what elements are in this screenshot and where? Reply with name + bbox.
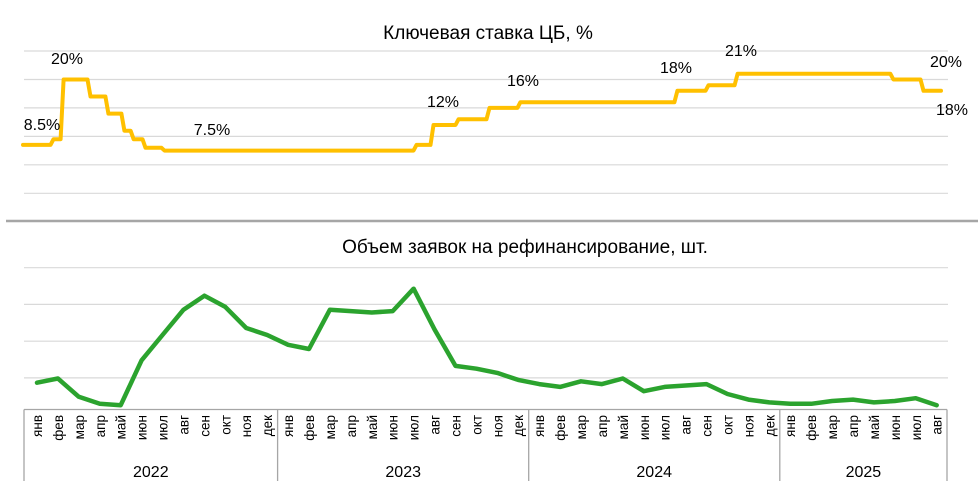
month-label: ноя xyxy=(490,415,505,437)
month-label: авг xyxy=(177,415,192,435)
month-label: дек xyxy=(511,415,526,436)
rate-annotation: 21% xyxy=(724,43,758,60)
month-label: мар xyxy=(574,415,589,439)
month-label: апр xyxy=(846,415,861,437)
month-label: ноя xyxy=(239,415,254,437)
year-label: 2023 xyxy=(385,464,421,481)
month-label: июн xyxy=(888,415,903,440)
month-label: апр xyxy=(93,415,108,437)
month-label: окт xyxy=(218,415,233,435)
month-label: июл xyxy=(407,415,422,440)
month-label: фев xyxy=(804,415,819,441)
month-label: фев xyxy=(553,415,568,441)
month-label: окт xyxy=(469,415,484,435)
month-label: апр xyxy=(344,415,359,437)
month-label: сен xyxy=(700,415,715,437)
year-label: 2025 xyxy=(846,464,882,481)
rate-annotation: 16% xyxy=(506,73,540,90)
month-label: июн xyxy=(135,415,150,440)
key-rate-line xyxy=(21,71,943,153)
month-label: мар xyxy=(825,415,840,439)
month-label: фев xyxy=(51,415,66,441)
month-label: янв xyxy=(783,415,798,437)
month-label: авг xyxy=(679,415,694,435)
month-label: авг xyxy=(930,415,945,435)
month-label: фев xyxy=(302,415,317,441)
month-label: янв xyxy=(532,415,547,437)
month-label: сен xyxy=(449,415,464,437)
month-label: янв xyxy=(30,415,45,437)
rate-annotation: 12% xyxy=(426,94,460,111)
rate-annotation: 18% xyxy=(935,102,969,119)
rate-annotation: 7.5% xyxy=(193,122,231,139)
month-label: июн xyxy=(386,415,401,440)
rate-annotation: 8.5% xyxy=(23,117,61,134)
month-label: апр xyxy=(595,415,610,437)
month-label: июл xyxy=(658,415,673,440)
month-label: май xyxy=(365,415,380,439)
rate-annotation: 20% xyxy=(50,51,84,68)
rate-annotation: 20% xyxy=(929,54,963,71)
month-label: ноя xyxy=(741,415,756,437)
month-label: окт xyxy=(721,415,736,435)
rate-annotation: 18% xyxy=(659,60,693,77)
month-label: май xyxy=(616,415,631,439)
refinance-chart-title: Объем заявок на рефинансирование, шт. xyxy=(342,237,708,258)
refinance-line xyxy=(34,286,939,408)
month-label: май xyxy=(114,415,129,439)
month-label: дек xyxy=(260,415,275,436)
month-label: июн xyxy=(637,415,652,440)
month-label: янв xyxy=(281,415,296,437)
month-label: июл xyxy=(909,415,924,440)
month-label: дек xyxy=(762,415,777,436)
key-rate-chart-title: Ключевая ставка ЦБ, % xyxy=(383,23,593,44)
year-label: 2024 xyxy=(636,464,672,481)
month-label: авг xyxy=(428,415,443,435)
year-label: 2022 xyxy=(133,464,169,481)
month-label: мар xyxy=(323,415,338,439)
month-label: май xyxy=(867,415,882,439)
month-label: июл xyxy=(156,415,171,440)
month-label: сен xyxy=(197,415,212,437)
month-label: мар xyxy=(72,415,87,439)
